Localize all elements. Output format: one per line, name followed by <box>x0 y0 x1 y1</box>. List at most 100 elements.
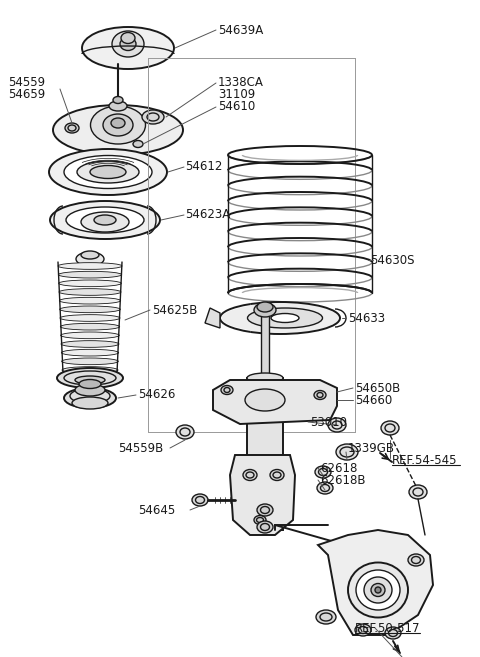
Text: 54612: 54612 <box>185 160 222 173</box>
Ellipse shape <box>328 418 346 432</box>
Ellipse shape <box>60 323 120 330</box>
Ellipse shape <box>355 624 371 636</box>
Ellipse shape <box>77 161 139 183</box>
Ellipse shape <box>72 397 108 409</box>
Text: 54645: 54645 <box>138 503 175 516</box>
Ellipse shape <box>64 156 152 189</box>
Text: 54639A: 54639A <box>218 24 263 37</box>
Text: REF.54-545: REF.54-545 <box>392 453 457 466</box>
Ellipse shape <box>60 315 120 321</box>
Ellipse shape <box>317 482 333 494</box>
Text: 54650B: 54650B <box>355 382 400 394</box>
Ellipse shape <box>59 288 121 296</box>
Ellipse shape <box>60 298 120 304</box>
Text: 31109: 31109 <box>218 89 255 101</box>
Ellipse shape <box>315 466 331 478</box>
Ellipse shape <box>53 105 183 155</box>
Text: 1339GB: 1339GB <box>348 442 395 455</box>
Ellipse shape <box>271 313 299 323</box>
Ellipse shape <box>75 384 105 396</box>
Text: 54623A: 54623A <box>185 208 230 221</box>
Ellipse shape <box>112 31 144 57</box>
Ellipse shape <box>81 212 129 232</box>
Ellipse shape <box>220 302 340 334</box>
Ellipse shape <box>50 201 160 239</box>
Ellipse shape <box>61 341 119 348</box>
Ellipse shape <box>257 504 273 516</box>
Ellipse shape <box>133 141 143 148</box>
Ellipse shape <box>75 376 105 384</box>
Ellipse shape <box>103 114 133 136</box>
Text: 54633: 54633 <box>348 311 385 325</box>
Ellipse shape <box>316 610 336 624</box>
Text: 54610: 54610 <box>218 101 255 114</box>
Text: 54559: 54559 <box>8 76 45 89</box>
Ellipse shape <box>142 110 164 124</box>
Ellipse shape <box>245 389 285 411</box>
Text: 54659: 54659 <box>8 89 45 101</box>
Ellipse shape <box>65 123 79 133</box>
Text: 54626: 54626 <box>138 388 175 401</box>
Ellipse shape <box>254 516 266 524</box>
Ellipse shape <box>66 207 144 233</box>
Polygon shape <box>205 308 220 328</box>
Ellipse shape <box>364 577 392 603</box>
Ellipse shape <box>381 421 399 435</box>
Ellipse shape <box>111 118 125 128</box>
Ellipse shape <box>120 37 136 51</box>
Ellipse shape <box>408 554 424 566</box>
Ellipse shape <box>356 570 400 610</box>
Ellipse shape <box>248 308 323 328</box>
Ellipse shape <box>60 332 120 338</box>
Text: 53010: 53010 <box>310 415 347 428</box>
Ellipse shape <box>221 386 233 394</box>
Ellipse shape <box>81 251 99 259</box>
Ellipse shape <box>57 368 123 388</box>
Ellipse shape <box>61 350 119 356</box>
Ellipse shape <box>62 367 118 373</box>
Ellipse shape <box>247 376 283 388</box>
Ellipse shape <box>348 562 408 618</box>
Ellipse shape <box>90 166 126 179</box>
Ellipse shape <box>243 470 257 480</box>
Ellipse shape <box>257 521 273 533</box>
Ellipse shape <box>176 425 194 439</box>
Ellipse shape <box>121 32 135 43</box>
Polygon shape <box>230 455 295 535</box>
Ellipse shape <box>59 271 121 278</box>
Ellipse shape <box>91 106 145 144</box>
Ellipse shape <box>270 470 284 480</box>
Ellipse shape <box>60 306 120 313</box>
Ellipse shape <box>49 149 167 195</box>
Ellipse shape <box>94 215 116 225</box>
Ellipse shape <box>113 97 123 104</box>
Bar <box>261 305 269 380</box>
Ellipse shape <box>336 444 358 460</box>
Polygon shape <box>318 530 433 635</box>
Ellipse shape <box>247 373 283 383</box>
Ellipse shape <box>314 390 326 399</box>
Ellipse shape <box>109 101 127 111</box>
Text: 54559B: 54559B <box>118 442 163 455</box>
Ellipse shape <box>371 583 385 597</box>
Ellipse shape <box>61 358 119 365</box>
Ellipse shape <box>79 380 101 388</box>
Ellipse shape <box>59 280 121 286</box>
Text: 54660: 54660 <box>355 394 392 407</box>
Ellipse shape <box>409 485 427 499</box>
Ellipse shape <box>385 627 401 639</box>
Ellipse shape <box>254 303 276 317</box>
Ellipse shape <box>192 494 208 506</box>
Text: 54630S: 54630S <box>370 254 415 267</box>
Text: 62618: 62618 <box>320 461 358 474</box>
Text: 62618B: 62618B <box>320 474 365 486</box>
Ellipse shape <box>375 587 381 593</box>
Bar <box>247 378 283 530</box>
Ellipse shape <box>82 27 174 69</box>
Text: REF.50-517: REF.50-517 <box>355 622 420 635</box>
Ellipse shape <box>58 263 122 269</box>
Text: 54625B: 54625B <box>152 304 197 317</box>
Ellipse shape <box>76 252 104 266</box>
Ellipse shape <box>64 388 116 408</box>
Text: 1338CA: 1338CA <box>218 76 264 89</box>
